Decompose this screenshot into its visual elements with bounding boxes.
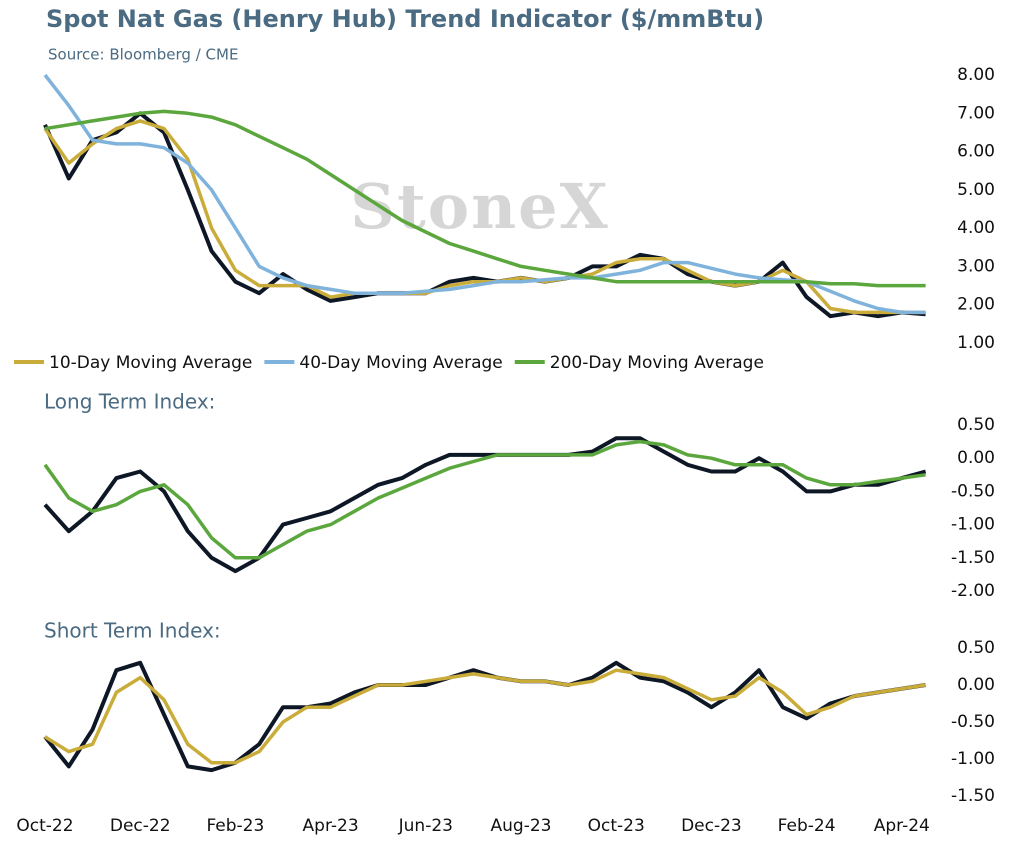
y-tick-label: -1.50 xyxy=(951,786,995,806)
y-tick-label: 0.50 xyxy=(957,415,995,435)
series-line xyxy=(43,73,926,315)
x-tick-label: Oct-23 xyxy=(588,816,645,836)
x-tick-label: Dec-23 xyxy=(681,816,742,836)
x-tick-label: Apr-23 xyxy=(303,816,359,836)
series-line xyxy=(43,660,926,773)
legend-label: 40-Day Moving Average xyxy=(299,353,502,373)
series-line xyxy=(43,119,926,315)
y-tick-label: 0.00 xyxy=(957,675,995,695)
y-tick-label: 0.50 xyxy=(957,638,995,658)
series-line xyxy=(44,668,926,765)
series-line xyxy=(43,439,926,560)
y-tick-label: -1.50 xyxy=(951,548,995,568)
panel-title: Long Term Index: xyxy=(44,390,215,414)
panel-title: Short Term Index: xyxy=(44,619,221,643)
legend-label: 10-Day Moving Average xyxy=(49,353,252,373)
x-tick-label: Jun-23 xyxy=(398,816,453,836)
watermark: StoneX xyxy=(350,170,609,243)
series-line xyxy=(44,109,926,288)
x-tick-label: Feb-23 xyxy=(206,816,264,836)
y-tick-label: -2.00 xyxy=(951,581,995,601)
x-tick-label: Feb-24 xyxy=(778,816,836,836)
y-tick-label: 3.00 xyxy=(957,256,995,276)
legend-label: 200-Day Moving Average xyxy=(550,353,764,373)
y-tick-label: 4.00 xyxy=(957,218,995,238)
y-tick-label: 8.00 xyxy=(957,65,995,85)
series-line xyxy=(43,436,927,574)
y-tick-label: -1.00 xyxy=(951,749,995,769)
y-tick-label: -0.50 xyxy=(951,481,995,501)
x-tick-label: Apr-24 xyxy=(874,816,930,836)
y-tick-label: -0.50 xyxy=(951,712,995,732)
y-tick-label: -1.00 xyxy=(951,515,995,535)
x-tick-label: Aug-23 xyxy=(491,816,552,836)
y-tick-label: 6.00 xyxy=(957,142,995,162)
y-tick-label: 5.00 xyxy=(957,180,995,200)
series-line xyxy=(43,111,926,319)
y-tick-label: 7.00 xyxy=(957,103,995,123)
x-tick-label: Oct-22 xyxy=(16,816,73,836)
chart-title: Spot Nat Gas (Henry Hub) Trend Indicator… xyxy=(46,5,764,33)
y-tick-label: 2.00 xyxy=(957,295,995,315)
chart-subtitle: Source: Bloomberg / CME xyxy=(48,46,238,64)
y-tick-label: 0.00 xyxy=(957,448,995,468)
x-tick-label: Dec-22 xyxy=(110,816,171,836)
y-tick-label: 1.00 xyxy=(957,333,995,353)
